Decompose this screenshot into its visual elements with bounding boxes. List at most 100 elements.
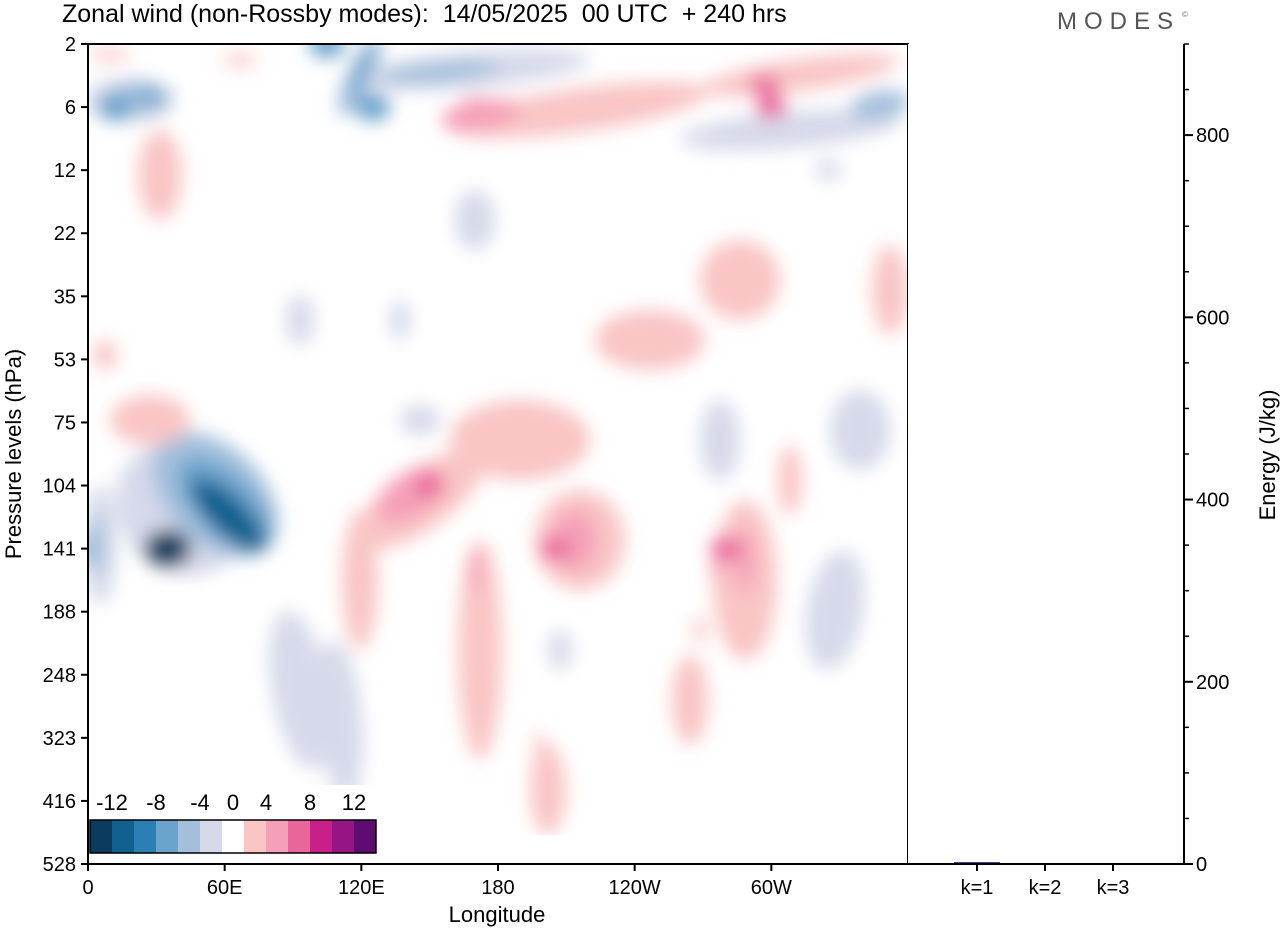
wind-extremum-core: [309, 44, 345, 59]
colorbar-swatch: [156, 820, 178, 853]
westerly-contour-region: [138, 130, 182, 220]
easterly-contour-region: [830, 390, 890, 470]
westerly-contour-region: [93, 340, 117, 370]
chart-title: Zonal wind (non-Rossby modes): 14/05/202…: [62, 0, 787, 28]
easterly-contour-region: [850, 90, 908, 120]
energy-bars: k=1 k=2 k=3: [954, 862, 1136, 899]
easterly-contour-region: [400, 405, 440, 435]
y-tick-label: 528: [43, 854, 76, 876]
x-tick-label: 120W: [609, 877, 661, 899]
colorbar-swatch: [134, 820, 156, 853]
y-tick-label: 248: [43, 665, 76, 687]
bar-category-label: k=2: [1029, 877, 1062, 899]
energy-tick-label: 0: [1196, 854, 1207, 876]
westerly-contour-region: [90, 49, 130, 61]
x-tick-label: 0: [82, 877, 93, 899]
x-tick-label: 180: [481, 877, 514, 899]
easterly-contour-region: [269, 611, 331, 769]
y-tick-label: 12: [54, 160, 76, 182]
easterly-contour-region: [191, 478, 265, 552]
y-tick-label: 188: [43, 602, 76, 624]
easterly-contour-region: [348, 44, 376, 96]
westerly-contour-region: [595, 310, 705, 370]
westerly-contour-region: [534, 732, 546, 768]
westerly-contour-region: [735, 528, 755, 592]
wind-extremum-core: [144, 529, 192, 568]
colorbar-swatch: [332, 820, 354, 853]
westerly-contour-region: [694, 615, 706, 645]
y-tick-label: 416: [43, 791, 76, 813]
colorbar-label: 8: [304, 790, 316, 815]
easterly-contour-region: [700, 400, 740, 480]
energy-tick-label: 800: [1196, 125, 1229, 147]
energy-tick-label: 600: [1196, 307, 1229, 329]
westerly-contour-region: [749, 75, 781, 95]
westerly-contour-region: [470, 548, 482, 592]
westerly-contour-region: [672, 655, 708, 745]
colorbar-swatch: [310, 820, 332, 853]
x-tick-label: 120E: [338, 877, 385, 899]
y-axis-title: Pressure levels (hPa): [1, 349, 26, 559]
wind-extremum-core: [710, 536, 741, 561]
y-tick-label: 6: [65, 97, 76, 119]
energy-axis: 0 200 400 600 800: [1184, 43, 1229, 876]
colorbar-label: -4: [190, 790, 210, 815]
westerly-contour-region: [110, 395, 190, 445]
energy-tick-label: 200: [1196, 672, 1229, 694]
easterly-contour-region: [455, 190, 495, 250]
y-tick-label: 323: [43, 728, 76, 750]
colorbar-swatch: [288, 820, 310, 853]
brand-logo: MODES: [1057, 8, 1181, 35]
bar-panel-background: [908, 44, 1184, 864]
westerly-contour-region: [342, 510, 378, 650]
colorbar-label: 0: [227, 790, 239, 815]
y-tick-label: 2: [65, 34, 76, 56]
y-tick-label: 104: [43, 476, 76, 498]
bar-category-label: k=1: [961, 877, 994, 899]
brand-copyright-mark: ©: [1182, 10, 1188, 19]
x-tick-label: 60E: [207, 877, 243, 899]
easterly-contour-region: [805, 550, 865, 670]
colorbar-frame: [89, 819, 377, 854]
colorbar-label: 4: [260, 790, 272, 815]
y-tick-label: 75: [54, 412, 76, 434]
westerly-contour-region: [872, 245, 908, 335]
easterly-contour-region: [380, 60, 500, 84]
easterly-contour-region: [286, 295, 314, 345]
colorbar-swatch: [266, 820, 288, 853]
westerly-contour-region: [222, 54, 258, 66]
pressure-axis: 2 6 12 22 35 53 75 104 141 188 248 323 416 528: [43, 34, 88, 876]
colorbar-label: -12: [96, 790, 128, 815]
colorbar-swatch: [90, 820, 112, 853]
colorbar-swatch: [178, 820, 200, 853]
wind-extremum-core: [291, 664, 318, 686]
wind-extremum-core: [756, 94, 787, 120]
y-tick-label: 141: [43, 539, 76, 561]
y-tick-label: 35: [54, 286, 76, 308]
westerly-contour-region: [778, 445, 802, 515]
colorbar-swatch: [244, 820, 266, 853]
easterly-contour-region: [680, 109, 900, 151]
westerly-contour-region: [700, 240, 780, 320]
colorbar-swatch: [222, 820, 244, 853]
colorbar-label: 12: [342, 790, 366, 815]
y-tick-label: 53: [54, 349, 76, 371]
easterly-contour-region: [548, 630, 572, 670]
easterly-contour-region: [140, 88, 160, 104]
y-tick-label: 22: [54, 223, 76, 245]
x-axis-title: Longitude: [449, 902, 546, 927]
x-tick-label: 60W: [751, 877, 792, 899]
colorbar-swatch: [354, 820, 376, 853]
colorbar: -12 -8 -4 0 4 8 12: [88, 785, 378, 855]
energy-axis-title: Energy (J/kg): [1255, 390, 1280, 521]
easterly-contour-region: [317, 640, 363, 800]
wind-extremum-core: [88, 536, 104, 561]
bar-category-label: k=3: [1097, 877, 1130, 899]
wind-extremum-core: [815, 159, 842, 181]
longitude-axis: 0 60E 120E 180 120W 60W: [82, 864, 792, 899]
wind-extremum-core: [355, 92, 391, 122]
heatmap-panel: -12 -8 -4 0 4 8 12 0 60E 120E 180 120W 60W 26122235…: [1, 34, 909, 927]
colorbar-swatch: [200, 820, 222, 853]
energy-tick-label: 400: [1196, 490, 1229, 512]
